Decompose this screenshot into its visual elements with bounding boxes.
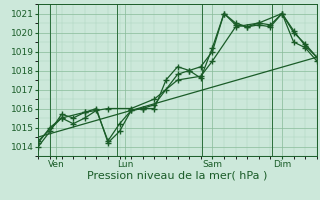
X-axis label: Pression niveau de la mer( hPa ): Pression niveau de la mer( hPa ): [87, 171, 268, 181]
